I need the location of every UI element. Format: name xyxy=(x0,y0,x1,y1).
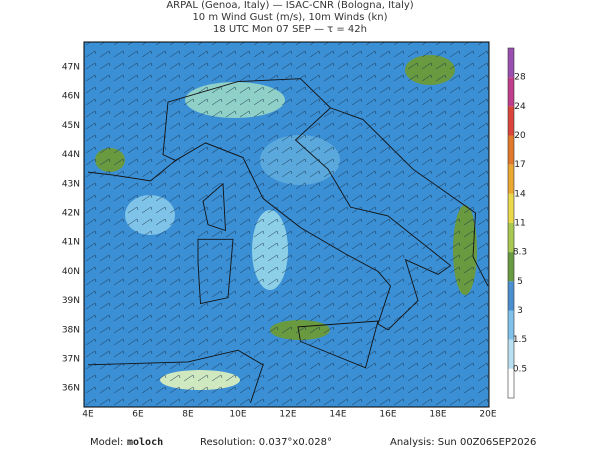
colorbar-segment xyxy=(508,368,514,398)
lon-label: 18E xyxy=(429,410,446,420)
map-frame xyxy=(83,41,490,408)
lat-label: 39N xyxy=(62,296,80,306)
lon-label: 16E xyxy=(379,410,396,420)
colorbar-segment xyxy=(508,281,514,311)
colorbar-segment xyxy=(508,106,514,136)
colorbar-segment xyxy=(508,135,514,165)
lat-label: 45N xyxy=(62,121,80,131)
colorbar-label: 3 xyxy=(517,306,523,316)
colorbar-frame xyxy=(507,47,515,399)
colorbar-segment xyxy=(508,252,514,282)
wind-barbs xyxy=(84,42,489,407)
colorbar-label: 20 xyxy=(514,131,526,141)
colorbar-segment xyxy=(508,77,514,107)
colorbar-label: 14 xyxy=(514,189,526,199)
map xyxy=(83,41,490,408)
colorbar-segment xyxy=(508,193,514,223)
lat-label: 47N xyxy=(62,63,80,73)
footer-resolution: Resolution: 0.037°x0.028° xyxy=(200,437,332,448)
lon-label: 4E xyxy=(82,410,94,420)
colorbar-label: 1.5 xyxy=(513,335,527,345)
colorbar-label: 17 xyxy=(514,160,525,170)
title-line: ARPAL (Genoa, Italy) — ISAC-CNR (Bologna… xyxy=(166,0,413,11)
footer-model-label: Model: xyxy=(90,437,123,448)
footer-analysis: Analysis: Sun 00Z06SEP2026 xyxy=(390,437,536,448)
colorbar-segment xyxy=(508,223,514,253)
lat-label: 38N xyxy=(62,325,80,335)
lat-label: 40N xyxy=(62,267,80,277)
lat-label: 37N xyxy=(62,355,80,365)
lon-label: 6E xyxy=(132,410,144,420)
title-line: 10 m Wind Gust (m/s), 10m Winds (kn) xyxy=(192,12,387,23)
lon-label: 12E xyxy=(279,410,296,420)
colorbar-label: 28 xyxy=(514,73,526,83)
lon-label: 10E xyxy=(229,410,246,420)
colorbar-label: 24 xyxy=(514,102,526,112)
lat-label: 46N xyxy=(62,92,80,102)
lat-label: 43N xyxy=(62,179,80,189)
colorbar-label: 0.5 xyxy=(513,364,527,374)
lat-label: 36N xyxy=(62,384,80,394)
lat-label: 41N xyxy=(62,238,80,248)
lon-label: 8E xyxy=(182,410,194,420)
lat-label: 44N xyxy=(62,150,80,160)
lat-label: 42N xyxy=(62,209,80,219)
colorbar-segment xyxy=(508,310,514,340)
colorbar-label: 5 xyxy=(517,277,523,287)
lon-label: 20E xyxy=(479,410,496,420)
colorbar-segment xyxy=(508,164,514,194)
lon-label: 14E xyxy=(329,410,346,420)
colorbar-segment xyxy=(508,48,514,78)
colorbar-label: 11 xyxy=(514,219,525,229)
colorbar-label: 8.3 xyxy=(513,248,527,258)
colorbar-segment xyxy=(508,339,514,369)
footer-model: moloch xyxy=(127,437,163,448)
title-line: 18 UTC Mon 07 SEP — τ = 42h xyxy=(213,24,367,35)
